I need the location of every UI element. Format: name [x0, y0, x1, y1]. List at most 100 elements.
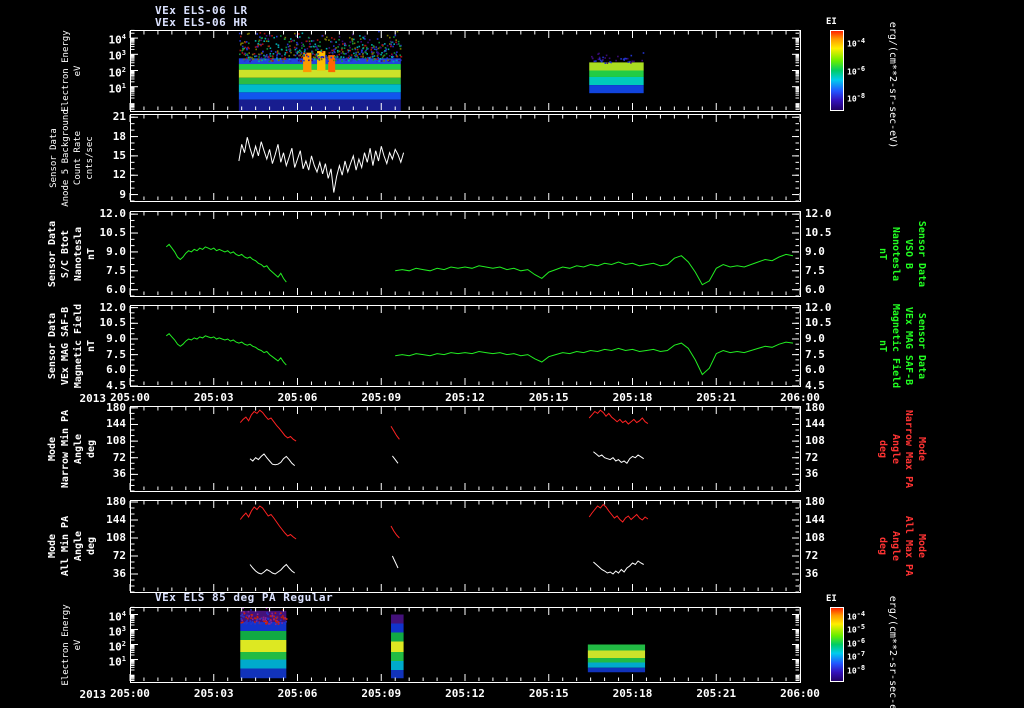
speckle-dot: [241, 52, 244, 54]
speckle-dot: [390, 41, 393, 44]
speckle-dot: [251, 615, 253, 617]
speckle-dot: [602, 56, 604, 59]
speckle-dot: [306, 47, 309, 50]
panel-0-data: [238, 30, 645, 111]
series-all-max-3: [588, 503, 649, 523]
speckle-dot: [355, 51, 357, 54]
speckle-dot: [373, 48, 376, 50]
speckle-dot: [396, 30, 399, 33]
speckle-dot: [256, 33, 258, 35]
speckle-dot: [338, 36, 341, 38]
speckle-dot: [364, 44, 367, 47]
series-narrow-min-2: [392, 455, 399, 464]
speckle-dot: [255, 617, 257, 620]
speckle-dot: [281, 622, 283, 624]
series-all-max-2: [390, 525, 400, 539]
speckle-dot: [271, 35, 273, 37]
spectrogram-band: [587, 650, 646, 658]
speckle-dot: [301, 56, 303, 58]
speckle-dot: [362, 53, 364, 55]
speckle-dot: [393, 43, 395, 45]
speckle-dot: [392, 45, 394, 48]
speckle-dot: [298, 57, 301, 60]
speckle-dot: [258, 39, 261, 42]
speckle-dot: [342, 56, 345, 59]
speckle-dot: [385, 50, 387, 52]
speckle-dot: [261, 622, 263, 625]
speckle-dot: [274, 612, 277, 614]
speckle-dot: [347, 51, 349, 54]
speckle-dot: [373, 55, 376, 57]
speckle-dot: [277, 621, 280, 623]
speckle-dot: [348, 44, 351, 47]
speckle-dot: [268, 55, 270, 58]
speckle-dot: [271, 614, 274, 617]
speckle-dot: [312, 53, 314, 55]
series-mag-seg2: [395, 341, 794, 376]
speckle-dot: [342, 52, 345, 55]
speckle-dot: [299, 49, 301, 52]
speckle-dot: [239, 40, 241, 42]
speckle-dot: [366, 53, 368, 55]
speckle-dot: [297, 37, 299, 39]
speckle-dot: [265, 620, 267, 622]
speckle-dot: [283, 618, 285, 620]
speckle-dot: [264, 621, 267, 623]
speckle-dot: [340, 52, 343, 54]
speckle-dot: [378, 41, 380, 44]
speckle-dot: [248, 58, 250, 61]
speckle-dot: [622, 58, 625, 60]
speckle-dot: [268, 60, 271, 63]
speckle-dot: [280, 48, 283, 51]
speckle-dot: [274, 51, 277, 53]
speckle-dot: [376, 58, 379, 60]
speckle-dot: [354, 48, 357, 51]
speckle-dot: [246, 620, 248, 623]
speckle-dot: [260, 43, 262, 46]
speckle-dot: [307, 55, 310, 58]
series-all-min-3: [593, 560, 644, 575]
speckle-dot: [380, 46, 382, 49]
speckle-dot: [306, 54, 308, 57]
speckle-dot: [344, 58, 347, 61]
speckle-dot: [377, 53, 379, 56]
speckle-dot: [300, 42, 303, 44]
speckle-dot: [264, 55, 267, 58]
speckle-dot: [241, 613, 243, 616]
speckle-dot: [349, 49, 351, 52]
speckle-dot: [309, 43, 311, 46]
speckle-dot: [248, 615, 250, 617]
speckle-dot: [317, 45, 320, 47]
speckle-dot: [400, 55, 402, 58]
spectrogram-band: [589, 85, 644, 94]
speckle-dot: [243, 612, 246, 615]
speckle-dot: [397, 40, 400, 43]
speckle-dot: [356, 48, 359, 51]
speckle-dot: [326, 36, 328, 39]
spectrogram-band: [391, 661, 404, 670]
speckle-dot: [606, 62, 609, 64]
speckle-dot: [252, 618, 254, 620]
speckle-dot: [254, 622, 256, 625]
spectrogram-band: [587, 658, 646, 663]
speckle-dot: [325, 39, 327, 41]
speckle-dot: [247, 610, 250, 613]
speckle-dot: [353, 52, 355, 55]
speckle-dot: [288, 41, 291, 43]
speckle-dot: [604, 62, 607, 64]
speckle-dot: [241, 45, 244, 48]
speckle-dot: [256, 615, 259, 618]
speckle-dot: [269, 615, 272, 617]
speckle-dot: [246, 53, 248, 55]
speckle-dot: [257, 621, 260, 623]
speckle-dot: [599, 59, 602, 62]
speckle-dot: [361, 44, 364, 46]
speckle-dot: [327, 60, 329, 62]
spectrogram-band: [238, 92, 401, 100]
speckle-dot: [367, 56, 369, 59]
speckle-dot: [294, 48, 297, 51]
speckle-dot: [333, 59, 335, 62]
speckle-dot: [363, 37, 365, 40]
speckle-dot: [321, 35, 324, 37]
speckle-dot: [315, 54, 317, 57]
